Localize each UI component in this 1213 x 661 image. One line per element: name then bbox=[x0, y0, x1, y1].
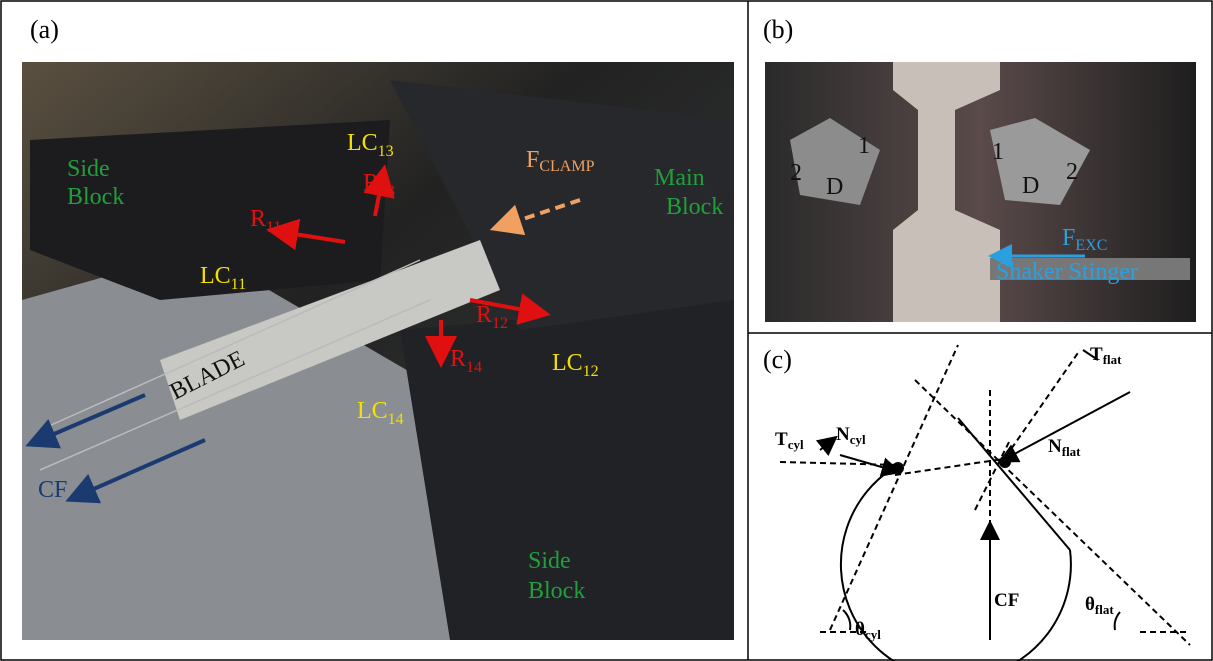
panel-label: (c) bbox=[763, 345, 792, 374]
text: R bbox=[363, 170, 379, 196]
label: θflat bbox=[1085, 594, 1114, 617]
label: CF bbox=[994, 590, 1019, 611]
text: F bbox=[526, 147, 539, 173]
text: D bbox=[826, 174, 843, 200]
panel-label: (b) bbox=[763, 15, 793, 44]
text: R bbox=[250, 206, 266, 232]
text: 2 bbox=[790, 160, 802, 186]
text: R bbox=[476, 302, 492, 328]
text: θ bbox=[1085, 594, 1095, 615]
text: F bbox=[1062, 225, 1075, 251]
text: cyl bbox=[850, 432, 866, 447]
text: 12 bbox=[583, 363, 599, 380]
text: 11 bbox=[266, 219, 281, 236]
text: LC bbox=[200, 263, 231, 289]
text: flat bbox=[1062, 444, 1081, 459]
panel-b: (b) 2D1 1D2 FEXC Shaker Stinger bbox=[763, 15, 1196, 322]
text: CLAMP bbox=[539, 158, 594, 175]
text: Side bbox=[67, 156, 110, 182]
text: LC bbox=[357, 398, 388, 424]
label: Tcyl bbox=[775, 429, 804, 452]
text: θ bbox=[855, 619, 865, 640]
label: θcyl bbox=[855, 619, 881, 642]
text: 14 bbox=[388, 411, 404, 428]
text: T bbox=[1090, 344, 1103, 365]
diagram bbox=[780, 345, 1190, 661]
text: 14 bbox=[466, 359, 482, 376]
text: 1 bbox=[858, 133, 870, 159]
text: Block bbox=[666, 194, 723, 220]
panel-label: (a) bbox=[30, 15, 59, 44]
text: R bbox=[450, 346, 466, 372]
text: flat bbox=[1103, 352, 1122, 367]
text: D bbox=[1022, 173, 1039, 199]
text: T bbox=[775, 429, 788, 450]
label: Nflat bbox=[1048, 436, 1081, 459]
text: cyl bbox=[788, 437, 804, 452]
text: Main bbox=[654, 165, 705, 191]
figure: (a) SideBlock LC13 R13 R11 LC11 FCLAMP M… bbox=[0, 0, 1213, 661]
label: CF bbox=[38, 477, 67, 503]
label: Shaker Stinger bbox=[996, 259, 1138, 285]
text: 1 bbox=[992, 139, 1004, 165]
text: LC bbox=[552, 350, 583, 376]
text: cyl bbox=[865, 627, 881, 642]
text: LC bbox=[347, 130, 378, 156]
text: Side bbox=[528, 548, 571, 574]
text: N bbox=[1048, 436, 1062, 457]
label: Tflat bbox=[1090, 344, 1122, 367]
text: 12 bbox=[492, 315, 508, 332]
text: N bbox=[836, 424, 850, 445]
text: Block bbox=[528, 578, 585, 604]
text: 11 bbox=[231, 276, 246, 293]
text: EXC bbox=[1075, 237, 1107, 254]
text: 2 bbox=[1066, 159, 1078, 185]
label: Ncyl bbox=[836, 424, 866, 447]
text: flat bbox=[1095, 602, 1114, 617]
text: 13 bbox=[378, 143, 394, 160]
panel-c: (c) Tflat Tcyl Ncyl Nflat CF θcyl θflat bbox=[763, 344, 1190, 661]
text: Block bbox=[67, 184, 124, 210]
